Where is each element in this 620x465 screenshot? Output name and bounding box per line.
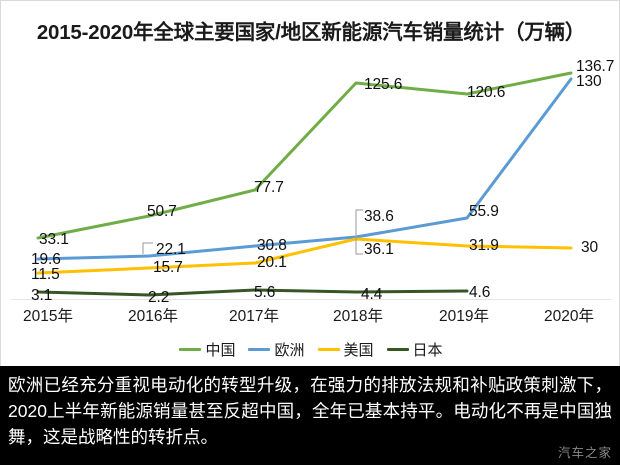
caption-text: 欧洲已经充分重视电动化的转型升级，在强力的排放法规和补贴政策刺激下，2020上半… (8, 375, 612, 447)
leader-bracket-europe-2016 (142, 241, 154, 255)
data-label-usa-2017: 20.1 (257, 254, 287, 271)
line-chart-svg (36, 71, 573, 297)
x-tick-2019: 2019年 (439, 308, 489, 325)
x-tick-2017: 2017年 (229, 308, 279, 325)
caption-block: 欧洲已经充分重视电动化的转型升级，在强力的排放法规和补贴政策刺激下，2020上半… (0, 366, 620, 465)
data-label-china-2015: 33.1 (39, 231, 69, 248)
x-axis-line (11, 299, 611, 300)
data-label-europe-2018: 38.6 (364, 208, 394, 225)
data-label-china-2020: 136.7 (576, 58, 615, 75)
series-line-europe (36, 77, 573, 261)
legend-label-japan: 日本 (412, 342, 443, 359)
legend-swatch-icon-japan (386, 348, 409, 351)
x-axis: 2015年 2016年 2017年 2018年 2019年 2020年 (1, 304, 620, 330)
page-title: 2015-2020年全球主要国家/地区新能源汽车销量统计（万辆） (36, 21, 586, 44)
chart-legend: 中国 欧洲 美国 日本 (1, 339, 620, 360)
legend-swatch-icon-china (179, 348, 202, 351)
data-label-china-2017: 77.7 (254, 179, 284, 196)
data-label-usa-2016: 15.7 (153, 259, 183, 276)
watermark: 汽车之家 (557, 446, 612, 460)
series-line-japan (36, 288, 469, 297)
leader-bracket-2018-pair (354, 209, 366, 255)
x-tick-2016: 2016年 (128, 308, 178, 325)
plot-area (1, 56, 620, 301)
data-label-usa-2019: 31.9 (469, 237, 499, 254)
legend-item-china[interactable]: 中国 (179, 339, 235, 360)
data-label-china-2019: 120.6 (467, 84, 506, 101)
data-label-japan-2017: 5.6 (254, 284, 276, 301)
chart-card: 2015-2020年全球主要国家/地区新能源汽车销量统计（万辆） 33.1 50… (0, 0, 620, 366)
legend-label-europe: 欧洲 (274, 342, 305, 359)
data-label-europe-2017: 30.8 (257, 237, 287, 254)
data-label-europe-2016: 22.1 (156, 241, 186, 258)
data-label-japan-2019: 4.6 (469, 284, 491, 301)
data-label-usa-2015: 11.5 (31, 266, 60, 283)
legend-swatch-icon-usa (317, 348, 340, 351)
data-label-china-2016: 50.7 (147, 203, 177, 220)
legend-item-usa[interactable]: 美国 (317, 339, 374, 360)
legend-item-europe[interactable]: 欧洲 (248, 339, 305, 360)
series-line-usa (36, 237, 573, 275)
data-label-usa-2020: 30 (581, 239, 599, 256)
x-tick-2018: 2018年 (333, 308, 383, 325)
legend-item-japan[interactable]: 日本 (386, 339, 443, 360)
data-label-japan-2015: 3.1 (31, 287, 53, 304)
data-label-europe-2019: 55.9 (469, 203, 499, 220)
legend-label-usa: 美国 (343, 342, 374, 359)
x-tick-2020: 2020年 (544, 308, 594, 325)
x-tick-2015: 2015年 (23, 308, 73, 325)
data-label-europe-2015: 19.6 (31, 251, 61, 268)
series-line-china (36, 71, 573, 240)
data-label-japan-2016: 2.2 (148, 289, 170, 306)
legend-swatch-icon-europe (248, 348, 271, 351)
data-label-europe-2020: 130 (576, 73, 602, 90)
data-label-china-2018: 125.6 (364, 76, 403, 93)
data-label-usa-2018: 36.1 (364, 241, 394, 258)
data-label-japan-2018: 4.4 (361, 286, 383, 303)
legend-label-china: 中国 (205, 342, 236, 359)
